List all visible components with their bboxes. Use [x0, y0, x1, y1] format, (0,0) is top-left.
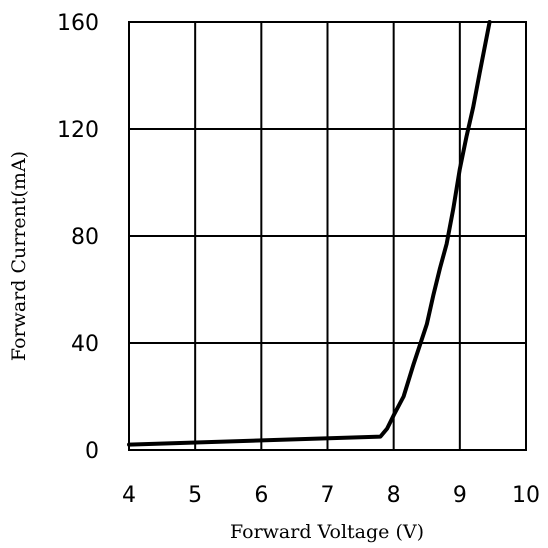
grid — [128, 21, 527, 451]
x-axis-tick-labels: 4 5 6 7 8 9 10 — [122, 483, 540, 508]
y-axis-label: Forward Current(mA) — [8, 151, 30, 361]
y-tick-label: 120 — [57, 118, 99, 143]
iv-curve-line — [127, 20, 492, 447]
x-tick-label: 10 — [512, 483, 540, 508]
x-tick-label: 6 — [254, 483, 268, 508]
x-tick-label: 7 — [321, 483, 335, 508]
x-tick-label: 4 — [122, 483, 136, 508]
x-tick-label: 9 — [453, 483, 467, 508]
y-tick-label: 160 — [57, 11, 99, 36]
y-tick-label: 40 — [71, 332, 99, 357]
x-axis-label: Forward Voltage (V) — [230, 521, 424, 543]
x-tick-label: 5 — [188, 483, 202, 508]
plot-area — [127, 20, 492, 447]
y-tick-label: 80 — [71, 225, 99, 250]
x-tick-label: 8 — [387, 483, 401, 508]
y-axis-tick-labels: 0 40 80 120 160 — [57, 11, 99, 464]
y-tick-label: 0 — [85, 439, 99, 464]
plot-frame — [128, 21, 527, 451]
